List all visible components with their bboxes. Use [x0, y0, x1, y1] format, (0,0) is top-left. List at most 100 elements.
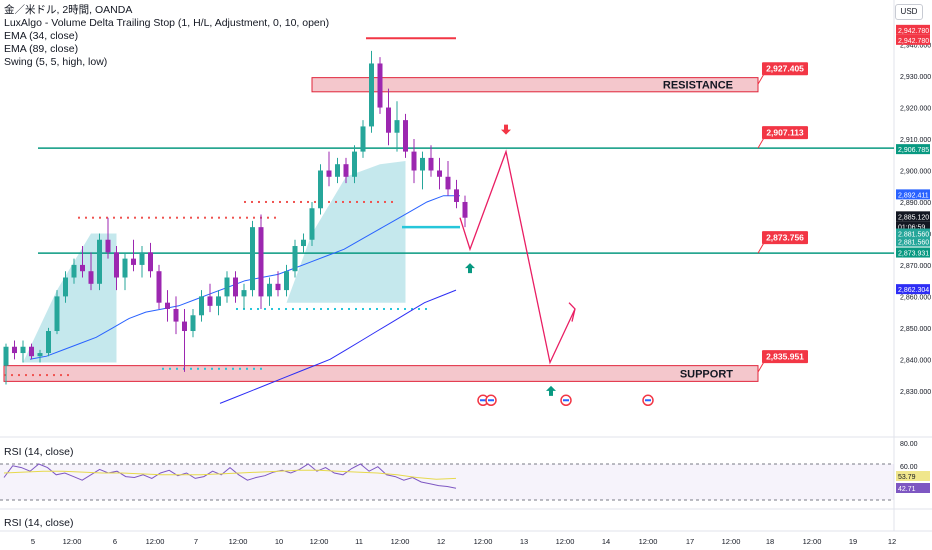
trail-dot [197, 367, 199, 370]
trail-dot [155, 216, 157, 219]
time-tick-label: 12:00 [229, 537, 248, 546]
candle-body [122, 258, 128, 278]
trail-dot [363, 200, 365, 203]
trail-dot [279, 200, 281, 203]
trail-dot [314, 200, 316, 203]
candle-body [207, 296, 213, 306]
trail-dot [46, 374, 48, 377]
candle-body [12, 346, 17, 354]
price-tick-label: 2,840.000 [900, 357, 931, 364]
price-axis-badge [896, 211, 930, 222]
candle-body [63, 277, 68, 297]
trail-dot [327, 307, 329, 310]
trail-dot [411, 307, 413, 310]
trail-dot [253, 367, 255, 370]
candle-body [3, 346, 9, 366]
trail-dot [397, 307, 399, 310]
trail-dot [383, 307, 385, 310]
zone-label: RESISTANCE [663, 80, 733, 92]
trail-dot [162, 216, 164, 219]
time-tick-label: 6 [113, 537, 117, 546]
trail-dot [120, 216, 122, 219]
currency-button[interactable]: USD [895, 4, 923, 20]
candle-body [377, 63, 383, 108]
rsi-panel2-label[interactable]: RSI (14, close) [4, 517, 74, 529]
price-axis-badge [896, 34, 930, 45]
price-axis-badge-text: 2,885.120 [898, 214, 929, 221]
candle-body [428, 157, 434, 171]
level-label-text: 2,873.756 [766, 233, 804, 243]
chart-legend: 金／米ドル, 2時間, OANDA LuxAlgo - Volume Delta… [4, 4, 329, 69]
trail-area [286, 161, 406, 303]
time-tick-label: 18 [766, 537, 774, 546]
indicator-ema34[interactable]: EMA (34, close) [4, 30, 79, 42]
price-tick-label: 2,870.000 [900, 263, 931, 270]
rsi-tick-label: 60.00 [900, 464, 918, 471]
trail-dot [225, 216, 227, 219]
trail-dot [265, 200, 267, 203]
rsi-band [0, 464, 894, 500]
indicator-luxalgo[interactable]: LuxAlgo - Volume Delta Trailing Stop (1,… [4, 17, 330, 29]
price-tick-label: 2,860.000 [900, 294, 931, 301]
candle-body [80, 264, 85, 272]
level-label-box [762, 62, 808, 76]
trail-dot [92, 216, 94, 219]
candle-body [301, 239, 306, 247]
trail-dot [341, 307, 343, 310]
trail-dot [362, 307, 364, 310]
price-axis-badge [896, 228, 930, 239]
trail-dot [376, 307, 378, 310]
trail-dot [272, 200, 274, 203]
candle-body [182, 321, 187, 332]
trail-dot [204, 216, 206, 219]
candle-body [199, 296, 204, 316]
price-axis-badge [896, 24, 930, 35]
trail-dot [106, 216, 108, 219]
price-axis-badge [896, 247, 930, 258]
price-axis-badge-text: 2,942.780 [898, 38, 929, 45]
price-tick-label: 2,920.000 [900, 106, 931, 113]
trail-dot [384, 200, 386, 203]
trail-dot [292, 307, 294, 310]
trail-dot [232, 216, 234, 219]
trail-dot [348, 307, 350, 310]
time-tick-label: 12 [437, 537, 445, 546]
trail-dot [183, 216, 185, 219]
candle-body [335, 164, 340, 177]
symbol-title[interactable]: 金／米ドル, 2時間, OANDA [4, 4, 133, 16]
zone-support [3, 365, 759, 382]
trail-dot [32, 374, 34, 377]
candle-body [216, 296, 221, 306]
price-tick-label: 2,940.000 [900, 43, 931, 50]
candle-body [411, 151, 417, 171]
candle-body [462, 201, 468, 218]
us-event-flag-icon [488, 399, 494, 402]
trail-dot [356, 200, 358, 203]
trail-dot [11, 374, 13, 377]
trail-dot [285, 307, 287, 310]
trail-dot [127, 216, 129, 219]
price-axis-badge-text: 2,892.411 [898, 192, 929, 199]
candle-body [148, 252, 153, 272]
candle-body [267, 283, 272, 297]
trail-dot [67, 374, 69, 377]
price-axis-badge [896, 221, 930, 232]
trail-dot [60, 374, 62, 377]
indicator-swing[interactable]: Swing (5, 5, high, low) [4, 56, 108, 68]
price-axis-badge-text: 2,881.560 [898, 240, 929, 247]
trail-dot [342, 200, 344, 203]
rsi-badge [896, 471, 930, 481]
candle-body [241, 290, 247, 297]
rsi-panel-label[interactable]: RSI (14, close) [4, 446, 74, 458]
trail-dot [218, 367, 220, 370]
trail-dot [232, 367, 234, 370]
candle-body [139, 252, 145, 265]
time-tick-label: 19 [849, 537, 857, 546]
us-event-flag-icon [563, 399, 569, 402]
candle-body [165, 302, 170, 309]
trail-dot [299, 307, 301, 310]
time-tick-label: 14 [602, 537, 610, 546]
trail-dot [218, 216, 220, 219]
indicator-ema89[interactable]: EMA (89, close) [4, 43, 79, 55]
